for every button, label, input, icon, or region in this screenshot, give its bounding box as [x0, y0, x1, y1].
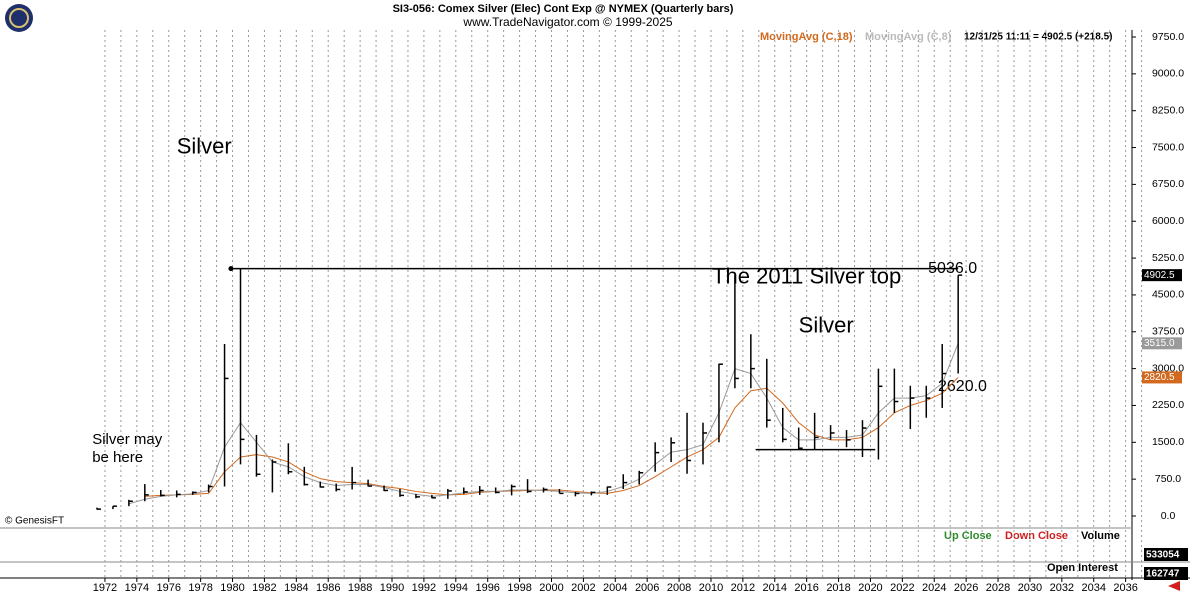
oi-last: 162747	[1146, 569, 1180, 580]
oi-tag	[1144, 567, 1188, 580]
x-tick-label: 2028	[986, 582, 1010, 594]
x-tick-label: 1972	[93, 582, 117, 594]
y-tick-label: 8250.0	[1152, 104, 1184, 116]
x-tick-label: 2026	[954, 582, 978, 594]
y-tick-label: 4500.0	[1152, 289, 1184, 301]
up-close-label: Up Close	[944, 530, 992, 542]
logo-ring	[9, 8, 29, 28]
y-tick-label: 6750.0	[1152, 178, 1184, 190]
chart-title: SI3-056: Comex Silver (Elec) Cont Exp @ …	[393, 3, 734, 15]
y-tick-label: 7500.0	[1152, 141, 1184, 153]
annotation: Silver	[799, 313, 854, 338]
down-close-label: Down Close	[1005, 530, 1068, 542]
price-tag	[1142, 371, 1182, 384]
price-tag	[1142, 337, 1182, 350]
x-tick-label: 2022	[890, 582, 914, 594]
credit: © GenesisFT	[5, 516, 64, 527]
x-tick-label: 2034	[1081, 582, 1105, 594]
x-tick-label: 2010	[699, 582, 723, 594]
x-tick-label: 2000	[539, 582, 563, 594]
oi-label: Open Interest	[1047, 562, 1118, 574]
x-tick-label: 1982	[252, 582, 276, 594]
x-tick-label: 1998	[507, 582, 531, 594]
x-tick-label: 2006	[635, 582, 659, 594]
annotation: Silver	[177, 133, 232, 158]
x-tick-label: 2020	[858, 582, 882, 594]
quote: 12/31/25 11:11 = 4902.5 (+218.5)	[964, 32, 1112, 43]
y-tick-label: 2250.0	[1152, 399, 1184, 411]
price-tag-label: 4902.5	[1144, 270, 1175, 281]
price-tag	[1142, 269, 1182, 282]
x-tick-label: 1988	[348, 582, 372, 594]
x-tick-label: 1980	[220, 582, 244, 594]
x-tick-label: 1974	[125, 582, 149, 594]
x-tick-label: 1990	[380, 582, 404, 594]
scroll-arrow[interactable]	[1168, 581, 1180, 591]
x-tick-label: 2018	[826, 582, 850, 594]
x-tick-label: 2030	[1018, 582, 1042, 594]
y-tick-label: 9000.0	[1152, 68, 1184, 80]
x-tick-label: 2012	[731, 582, 755, 594]
x-tick-label: 2008	[667, 582, 691, 594]
level-label: 5036.0	[928, 260, 977, 277]
price-tag-label: 2820.5	[1144, 372, 1175, 383]
annotation: The 2011 Silver top	[712, 264, 901, 289]
x-tick-label: 2014	[763, 582, 787, 594]
y-tick-label: 750.0	[1155, 473, 1181, 485]
x-tick-label: 1994	[444, 582, 468, 594]
annotation: Silver may	[92, 431, 163, 448]
x-tick-label: 2016	[794, 582, 818, 594]
volume-label: Volume	[1081, 530, 1120, 542]
y-tick-label: 5250.0	[1152, 252, 1184, 264]
x-tick-label: 1984	[284, 582, 308, 594]
x-tick-label: 1992	[412, 582, 436, 594]
y-tick-label: 3000.0	[1152, 362, 1184, 374]
annotation: be here	[92, 449, 143, 466]
y-tick-label: 9750.0	[1152, 31, 1184, 43]
y-tick-label: 3750.0	[1152, 326, 1184, 338]
x-tick-label: 1996	[475, 582, 499, 594]
level-dot	[228, 266, 234, 272]
volume-last: 533054	[1146, 550, 1180, 561]
x-tick-label: 2002	[571, 582, 595, 594]
legend-ma8: MovingAvg (C,8)	[865, 31, 952, 43]
price-tag-label: 3515.0	[1144, 338, 1175, 349]
x-tick-label: 1978	[188, 582, 212, 594]
x-tick-label: 1986	[316, 582, 340, 594]
x-tick-label: 1976	[156, 582, 180, 594]
y-tick-label: 0.0	[1161, 510, 1176, 522]
moving-average	[144, 377, 959, 497]
level-label: 2620.0	[938, 378, 987, 395]
x-tick-label: 2036	[1113, 582, 1137, 594]
y-tick-label: 6000.0	[1152, 215, 1184, 227]
x-tick-label: 2004	[603, 582, 627, 594]
x-tick-label: 2032	[1050, 582, 1074, 594]
volume-tag	[1144, 548, 1188, 561]
y-tick-label: 1500.0	[1152, 436, 1184, 448]
x-tick-label: 2024	[922, 582, 946, 594]
chart-subtitle: www.TradeNavigator.com © 1999-2025	[462, 15, 672, 29]
